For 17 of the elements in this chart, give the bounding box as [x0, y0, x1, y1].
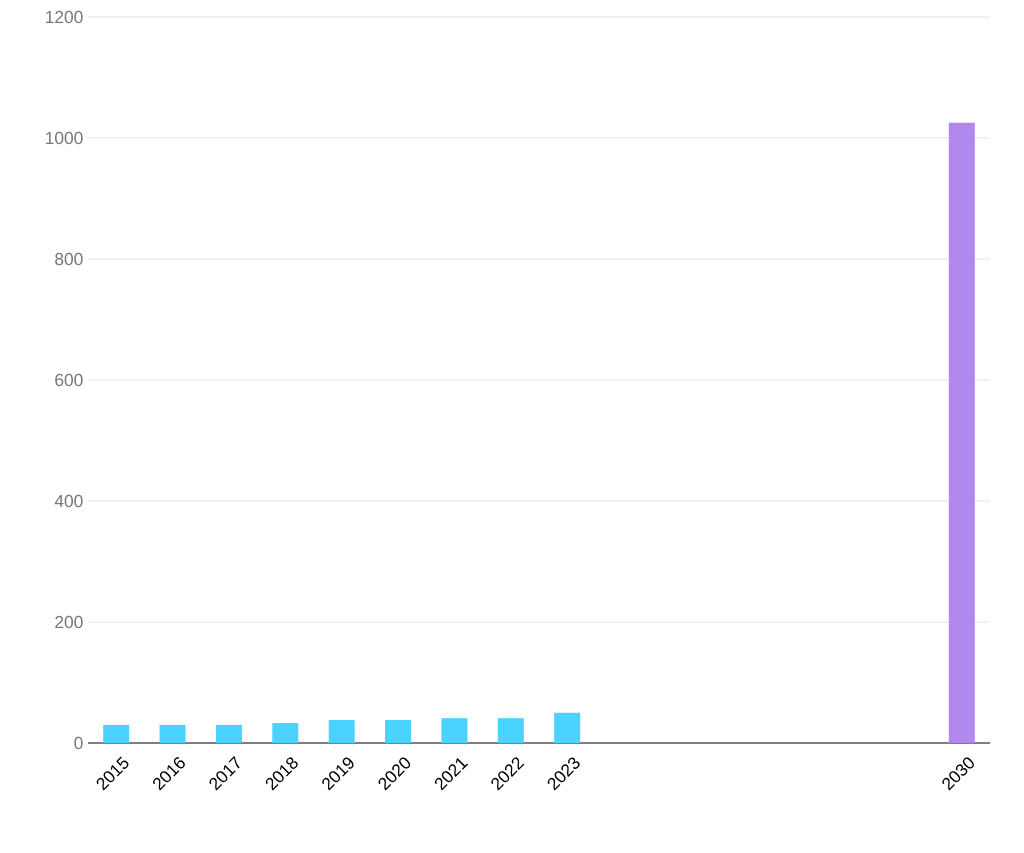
- bar: [159, 724, 186, 743]
- y-tick-label: 200: [55, 615, 83, 629]
- bar: [103, 724, 130, 743]
- bar: [328, 720, 355, 743]
- bar: [948, 122, 975, 743]
- bar: [272, 723, 299, 743]
- bar: [385, 720, 412, 743]
- bar: [497, 718, 524, 743]
- y-tick-label: 1200: [46, 10, 83, 24]
- y-tick-label: 800: [55, 252, 83, 266]
- y-tick-label: 600: [55, 373, 83, 387]
- y-tick-label: 0: [74, 736, 83, 750]
- bar: [441, 718, 468, 743]
- bar: [215, 724, 242, 743]
- y-tick-label: 1000: [46, 131, 83, 145]
- y-tick-label: 400: [54, 494, 83, 508]
- bar: [554, 712, 581, 743]
